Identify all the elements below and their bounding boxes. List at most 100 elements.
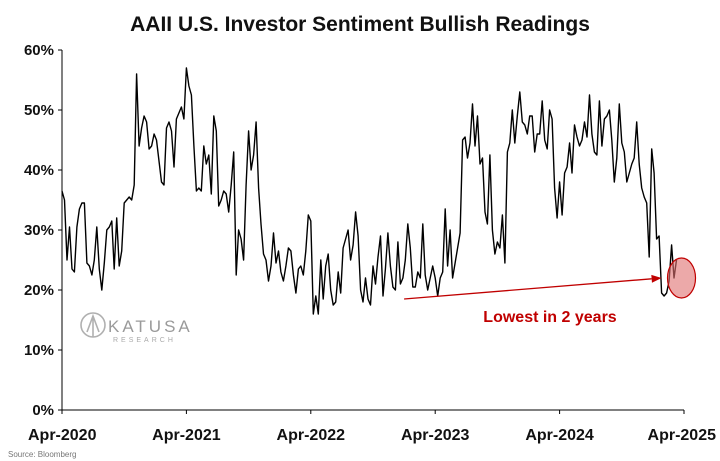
data-point [415, 286, 416, 287]
data-point [131, 199, 132, 200]
data-point [81, 202, 82, 203]
data-point [345, 238, 346, 239]
data-point [390, 265, 391, 266]
data-point [664, 295, 665, 296]
data-point [362, 301, 363, 302]
data-point [427, 289, 428, 290]
data-point [636, 121, 637, 122]
data-point [420, 277, 421, 278]
data-point [460, 232, 461, 233]
data-point [218, 205, 219, 206]
data-point [581, 139, 582, 140]
data-point [101, 289, 102, 290]
data-point [278, 250, 279, 251]
data-point [509, 142, 510, 143]
data-point [400, 283, 401, 284]
data-point [594, 151, 595, 152]
data-point [203, 145, 204, 146]
data-point [489, 154, 490, 155]
data-point [559, 181, 560, 182]
data-point [634, 157, 635, 158]
data-point [467, 157, 468, 158]
data-point [557, 217, 558, 218]
data-point [139, 145, 140, 146]
data-point [116, 217, 117, 218]
data-point [320, 259, 321, 260]
data-point [656, 238, 657, 239]
data-point [104, 262, 105, 263]
data-point [646, 202, 647, 203]
y-tick-label: 10% [24, 342, 54, 359]
data-point [201, 190, 202, 191]
y-ticks: 0% 10% 20% 30% 40% 50% 60% [24, 42, 62, 419]
data-point [99, 268, 100, 269]
data-point [499, 247, 500, 248]
y-tick-label: 50% [24, 102, 54, 119]
data-point [562, 214, 563, 215]
data-point [310, 220, 311, 221]
data-point [410, 247, 411, 248]
data-point [126, 199, 127, 200]
data-point [154, 133, 155, 134]
data-point [372, 265, 373, 266]
data-point [519, 91, 520, 92]
data-point [258, 187, 259, 188]
data-point [313, 313, 314, 314]
data-point [469, 142, 470, 143]
data-point [149, 148, 150, 149]
chart-title: AAII U.S. Investor Sentiment Bullish Rea… [130, 13, 590, 36]
data-point [450, 229, 451, 230]
data-point [251, 169, 252, 170]
data-point [387, 232, 388, 233]
data-point [360, 289, 361, 290]
bullish-series-line [61, 67, 678, 315]
data-point [181, 106, 182, 107]
annotation-label: Lowest in 2 years [483, 309, 616, 326]
data-point [263, 253, 264, 254]
data-point [315, 295, 316, 296]
series-points [61, 67, 677, 314]
data-point [293, 274, 294, 275]
data-point [442, 271, 443, 272]
data-point [303, 274, 304, 275]
data-point [106, 229, 107, 230]
data-point [639, 163, 640, 164]
data-point [375, 283, 376, 284]
data-point [447, 265, 448, 266]
data-point [576, 136, 577, 137]
data-point [569, 142, 570, 143]
data-point [273, 232, 274, 233]
data-point [226, 193, 227, 194]
data-point [76, 226, 77, 227]
data-point [211, 193, 212, 194]
x-tick-label: Apr-2020 [28, 427, 97, 444]
data-point [440, 277, 441, 278]
data-point [435, 277, 436, 278]
data-point [333, 304, 334, 305]
data-point [596, 154, 597, 155]
data-point [370, 304, 371, 305]
data-point [243, 259, 244, 260]
data-point [330, 289, 331, 290]
data-point [161, 181, 162, 182]
data-point [606, 115, 607, 116]
data-point [216, 130, 217, 131]
data-point [300, 265, 301, 266]
data-point [445, 208, 446, 209]
data-point [206, 163, 207, 164]
data-point [616, 157, 617, 158]
data-point [129, 196, 130, 197]
data-point [425, 274, 426, 275]
data-point [318, 313, 319, 314]
katusa-logo: KATUSA RESEARCH [80, 312, 190, 344]
data-point [141, 127, 142, 128]
data-point [151, 145, 152, 146]
data-point [66, 259, 67, 260]
data-point [353, 244, 354, 245]
annotation-arrowhead [651, 274, 662, 283]
data-point [661, 292, 662, 293]
data-point [69, 226, 70, 227]
data-point [529, 115, 530, 116]
x-tick-label: Apr-2022 [277, 427, 346, 444]
data-point [335, 301, 336, 302]
